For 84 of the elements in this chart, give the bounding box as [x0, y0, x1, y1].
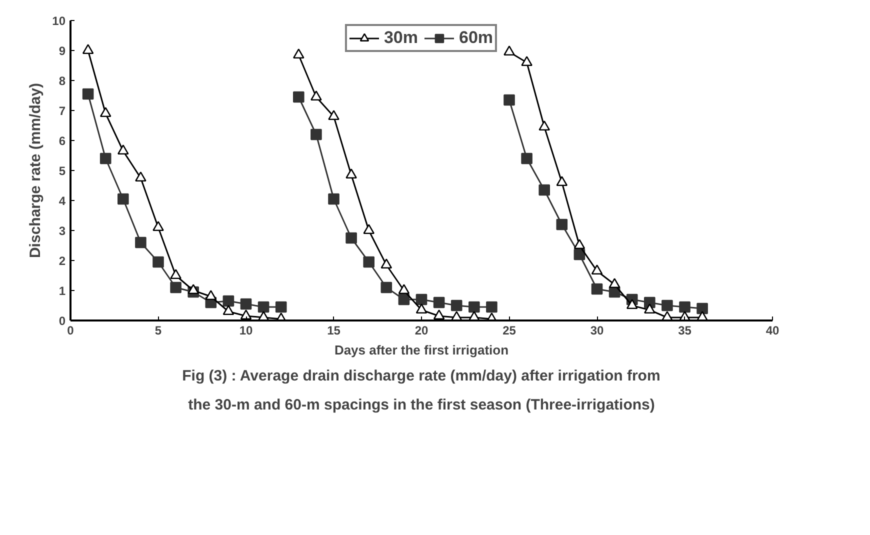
point — [275, 301, 287, 313]
x-tick-label: 20 — [414, 324, 428, 338]
point — [363, 256, 374, 268]
point — [626, 299, 638, 310]
point — [416, 294, 428, 306]
point — [82, 44, 94, 54]
legend-label: 30m — [384, 28, 418, 48]
x-tick-label: 10 — [239, 324, 253, 338]
point — [398, 294, 410, 306]
point — [310, 90, 322, 101]
text: Fig (3) : Average drain discharge rate (mm/day) after irrigation from — [182, 368, 660, 384]
point — [205, 290, 217, 300]
x-tick-label: 25 — [502, 324, 516, 338]
point — [346, 168, 357, 179]
text: the 30-m and 60-m spacings in the first season (Three-irrigations) — [188, 396, 655, 414]
point — [450, 300, 462, 312]
y-axis-title: Discharge rate (mm/day) — [27, 82, 44, 258]
x-tick-label: 35 — [678, 324, 692, 338]
point — [504, 94, 515, 106]
point — [556, 176, 568, 186]
point — [82, 88, 94, 100]
point — [644, 304, 656, 314]
point — [135, 236, 146, 248]
point — [258, 301, 270, 313]
point — [398, 284, 410, 294]
point — [240, 310, 252, 320]
y-tick-label: 1 — [58, 284, 66, 298]
point — [135, 172, 146, 182]
point — [100, 152, 112, 164]
y-tick-label: 2 — [58, 254, 66, 268]
point — [363, 224, 374, 234]
x-axis-title: Days after the first irrigation — [334, 342, 509, 358]
y-tick-label: 5 — [58, 164, 66, 178]
point — [100, 107, 112, 118]
point — [293, 91, 304, 103]
x-tick-label: 15 — [327, 324, 341, 338]
point — [662, 300, 673, 312]
point — [380, 282, 392, 294]
point — [433, 310, 445, 320]
x-tick-label: 40 — [766, 324, 780, 338]
x-tick-label: 30 — [590, 324, 604, 338]
y-tick-label: 9 — [58, 44, 66, 58]
point — [118, 193, 129, 205]
point — [170, 269, 182, 280]
x-tick-label: 5 — [154, 324, 162, 338]
point — [521, 152, 532, 164]
point — [679, 301, 690, 313]
y-tick-label: 0 — [58, 314, 66, 328]
point — [521, 56, 532, 66]
point — [152, 256, 164, 268]
point — [328, 193, 340, 205]
point — [293, 48, 304, 59]
point — [556, 218, 568, 230]
point — [152, 221, 164, 232]
point — [346, 232, 357, 244]
y-tick-label: 3 — [58, 224, 66, 238]
point — [696, 302, 708, 314]
point — [328, 110, 340, 120]
point — [222, 305, 234, 316]
point — [538, 120, 550, 131]
point — [591, 283, 603, 295]
y-tick-label: 4 — [58, 194, 66, 208]
point — [310, 128, 322, 140]
point — [574, 239, 586, 250]
point — [608, 278, 620, 288]
point — [380, 258, 392, 269]
point — [416, 304, 428, 314]
point — [486, 301, 498, 313]
x-tick-label: 0 — [67, 324, 74, 338]
point — [504, 46, 515, 56]
point — [170, 282, 182, 294]
point — [118, 144, 129, 155]
y-tick-label: 7 — [58, 104, 66, 118]
point — [222, 295, 234, 307]
point — [468, 301, 480, 313]
legend-label: 60m — [459, 28, 494, 48]
point — [240, 298, 252, 310]
y-tick-label: 8 — [58, 74, 66, 88]
y-tick-label: 10 — [52, 14, 66, 28]
point — [591, 264, 603, 275]
point — [433, 296, 445, 308]
point — [538, 184, 550, 196]
y-tick-label: 6 — [58, 134, 66, 148]
point — [188, 284, 199, 294]
